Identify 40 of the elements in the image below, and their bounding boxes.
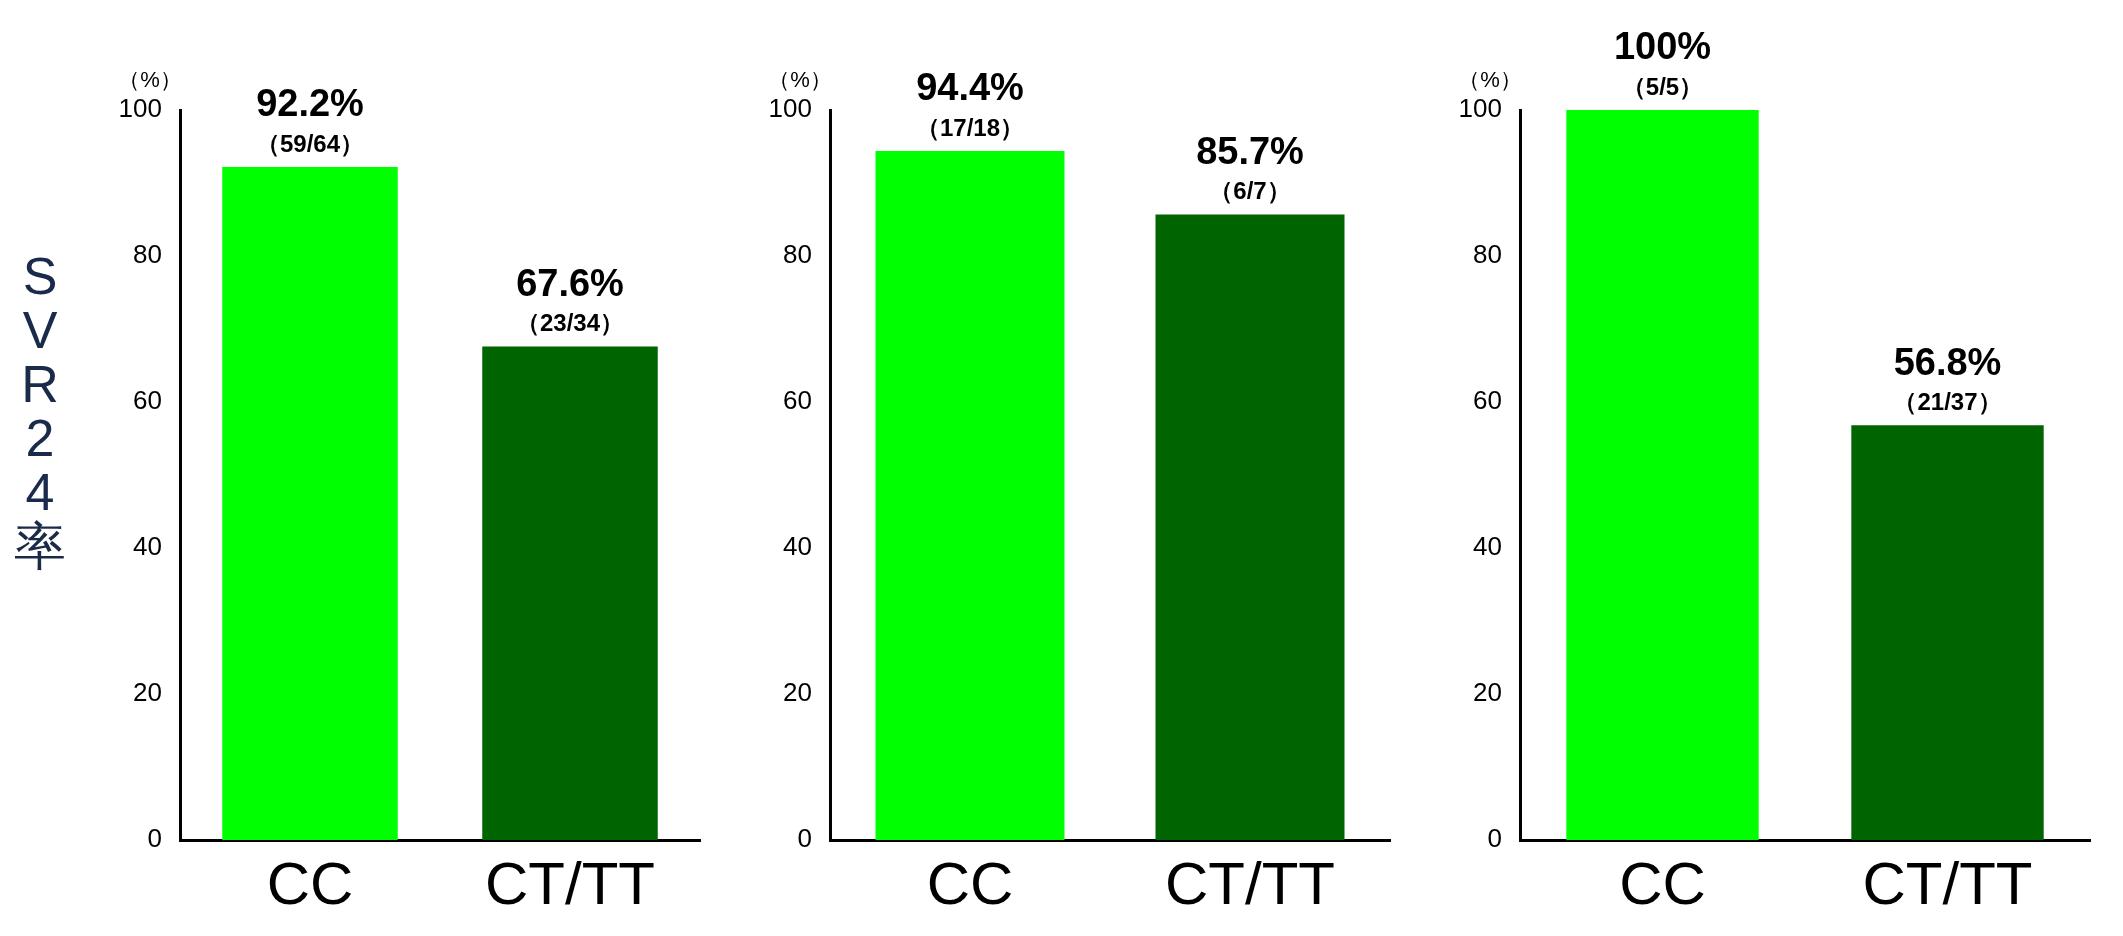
y-tick-label: 20 bbox=[783, 677, 812, 708]
y-tick-label: 100 bbox=[768, 93, 812, 124]
x-tick-label: CT/TT bbox=[485, 849, 655, 917]
annotation: （6/7） bbox=[1209, 177, 1291, 205]
y-tick-label: 60 bbox=[133, 385, 162, 416]
y-tick-label: 40 bbox=[133, 531, 162, 562]
text: （%） bbox=[768, 67, 832, 93]
y-tick-label: 60 bbox=[1473, 385, 1502, 416]
y-tick-label: 80 bbox=[1473, 239, 1502, 270]
data-label: 94.4% bbox=[916, 66, 1024, 109]
annotation: （59/64） bbox=[255, 129, 365, 157]
x-tick-label: CT/TT bbox=[1862, 849, 2033, 917]
y-tick-label: 80 bbox=[783, 239, 812, 270]
text: （%） bbox=[118, 67, 182, 93]
annotation: （21/37） bbox=[1893, 387, 2002, 415]
y-tick-label: 40 bbox=[1473, 531, 1502, 562]
y-tick-label: 0 bbox=[1487, 823, 1502, 854]
data-label: 92.2% bbox=[256, 82, 364, 125]
y-tick-label: 0 bbox=[147, 823, 162, 854]
y-tick-label: 20 bbox=[133, 677, 162, 708]
x-tick-label: CC bbox=[926, 849, 1014, 917]
y-tick-label: 20 bbox=[1473, 677, 1502, 708]
y-tick-label: 0 bbox=[797, 823, 812, 854]
annotation: （5/5） bbox=[1621, 72, 1704, 100]
x-tick-label: CC bbox=[266, 849, 354, 917]
y-tick-label: 100 bbox=[118, 93, 162, 124]
y-tick-label: 40 bbox=[783, 531, 812, 562]
annotation: （23/34） bbox=[515, 309, 625, 337]
data-label: 85.7% bbox=[1196, 129, 1304, 172]
x-tick-label: CT/TT bbox=[1165, 849, 1335, 917]
data-label: 56.8% bbox=[1893, 340, 2002, 383]
x-tick-label: CC bbox=[1619, 849, 1706, 917]
y-axis-title: SVR24率 bbox=[14, 247, 66, 576]
y-tick-label: 80 bbox=[133, 239, 162, 270]
text: （%） bbox=[1458, 67, 1522, 93]
y-tick-label: 60 bbox=[783, 385, 812, 416]
data-label: 100% bbox=[1613, 25, 1712, 68]
data-label: 67.6% bbox=[516, 262, 624, 304]
y-tick-label: 100 bbox=[1458, 93, 1502, 124]
annotation: （17/18） bbox=[915, 113, 1025, 141]
